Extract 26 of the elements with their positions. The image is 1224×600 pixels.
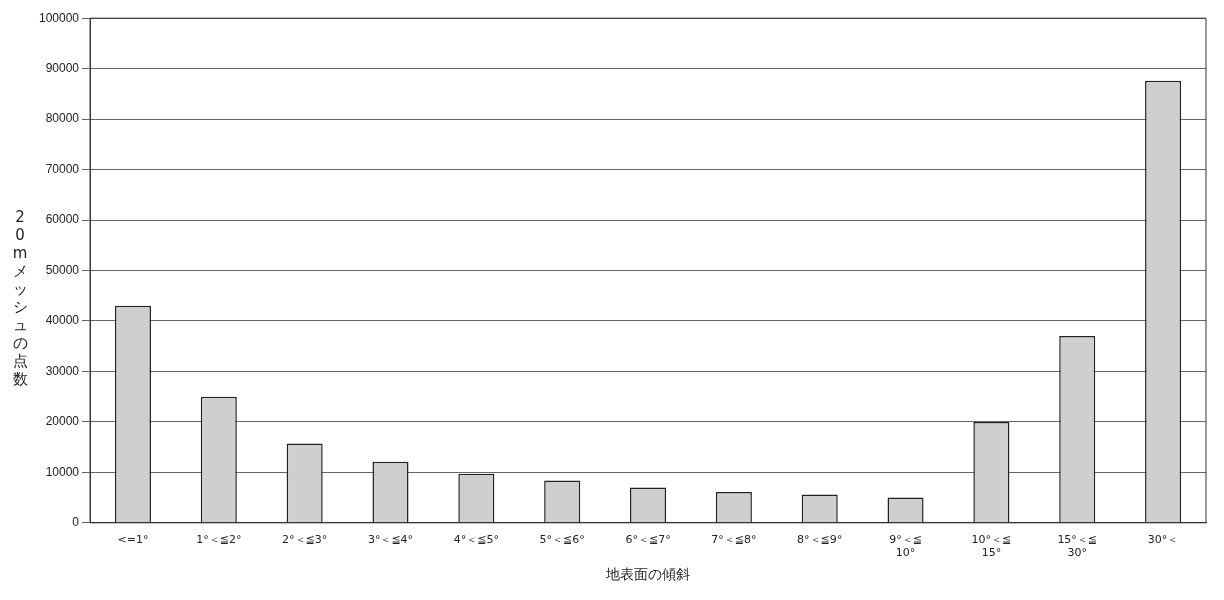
y-tick-label: 0 [72,515,80,530]
y-tick-label: 60000 [45,212,80,227]
x-tick-label: 4°＜≦5° [453,533,499,547]
x-tick-label: 9°＜≦ 10° [889,533,922,560]
x-tick-label: 6°＜≦7° [625,533,671,547]
x-axis-title: 地表面の傾斜 [605,566,691,583]
y-tick-label: 40000 [45,313,80,328]
y-tick-label: 80000 [45,111,80,126]
x-tick-label: 1°＜≦2° [196,533,242,547]
x-tick-label: 5°＜≦6° [539,533,585,547]
y-tick-label: 30000 [45,363,80,378]
y-tick-label: 50000 [45,262,80,277]
y-tick-label: 10000 [45,464,80,479]
x-tick-label: 7°＜≦8° [711,533,757,547]
x-tick-label: <=1° [117,533,149,547]
x-tick-label: 8°＜≦9° [797,533,843,547]
y-tick-label: 90000 [45,60,80,75]
x-tick-label: 15°＜≦ 30° [1057,533,1098,560]
text: 20mメッシュの点数 [12,208,28,388]
x-tick-label: 3°＜≦4° [367,533,414,547]
y-tick-label: 20000 [45,414,80,429]
x-tick-label: 2°＜≦3° [282,533,328,547]
y-tick-label: 100000 [39,10,80,25]
y-tick-label: 70000 [45,161,80,176]
x-tick-label: 10°＜≦ 15° [971,533,1012,560]
x-tick-label: 30°＜ [1147,533,1179,547]
